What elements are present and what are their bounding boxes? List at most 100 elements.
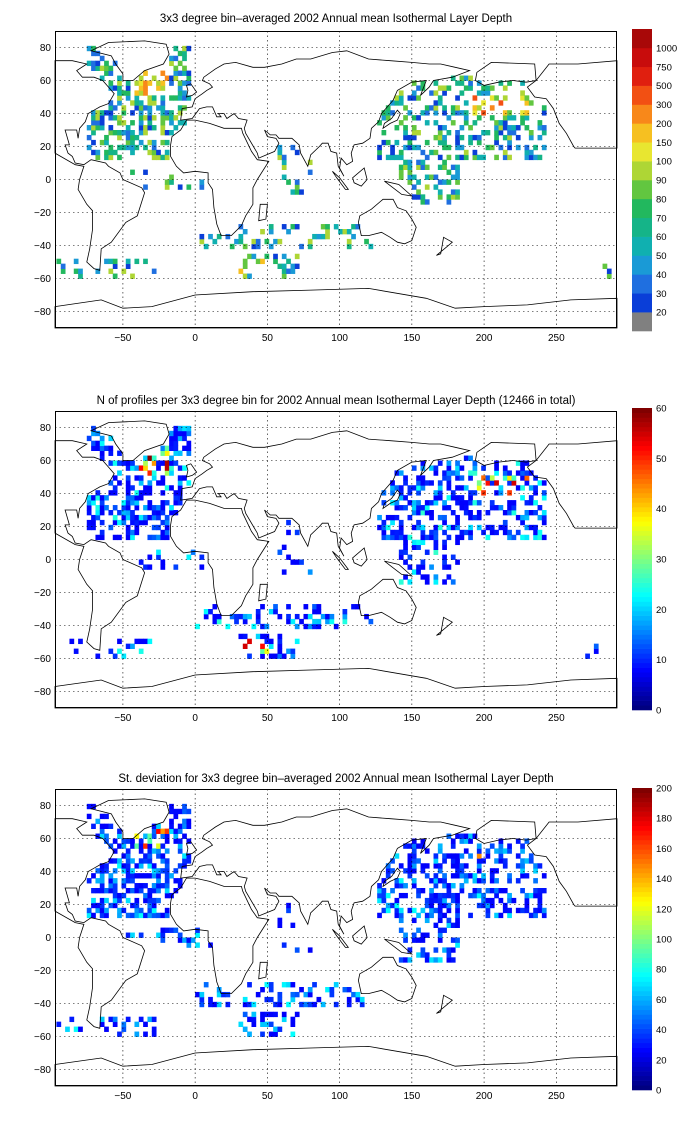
colorbar-swatch: [632, 802, 652, 808]
data-cell: [442, 947, 447, 953]
data-cell: [104, 154, 109, 161]
data-cell: [160, 505, 166, 511]
data-cell: [411, 937, 417, 943]
data-cell: [507, 130, 512, 136]
data-cell: [515, 470, 521, 476]
data-cell: [411, 883, 417, 889]
data-cell: [489, 144, 495, 151]
data-cell: [468, 534, 473, 541]
data-cell: [99, 435, 105, 442]
colorbar-swatch: [632, 920, 652, 926]
data-cell: [524, 534, 530, 541]
data-cell: [95, 268, 101, 274]
data-cell: [390, 858, 395, 864]
data-cell: [173, 95, 179, 101]
data-cell: [108, 105, 114, 111]
colorbar-swatch: [632, 511, 652, 517]
data-cell: [125, 868, 131, 874]
data-cell: [104, 110, 109, 116]
data-cell: [303, 1001, 309, 1008]
data-cell: [455, 105, 460, 111]
data-cell: [455, 907, 460, 914]
data-cell: [286, 519, 291, 526]
data-cell: [151, 828, 157, 834]
data-cell: [455, 174, 460, 180]
data-cell: [481, 154, 486, 161]
data-cell: [455, 858, 460, 864]
data-cell: [416, 927, 421, 933]
data-cell: [138, 638, 144, 645]
data-cell: [173, 888, 179, 894]
data-cell: [160, 445, 166, 451]
data-cell: [86, 45, 92, 52]
data-cell: [533, 154, 538, 161]
data-cell: [247, 273, 252, 279]
data-cell: [524, 838, 530, 844]
data-cell: [398, 878, 404, 884]
data-cell: [164, 139, 170, 146]
data-cell: [303, 613, 309, 620]
colorbar-swatch: [632, 934, 652, 940]
data-cell: [329, 987, 335, 993]
data-cell: [398, 863, 404, 869]
data-cell: [147, 907, 153, 914]
data-cell: [294, 149, 300, 156]
data-cell: [485, 524, 491, 531]
colorbar-swatch: [632, 592, 652, 598]
data-cell: [420, 460, 426, 466]
data-cell: [429, 105, 434, 111]
data-cell: [164, 873, 170, 879]
data-cell: [442, 139, 447, 146]
data-cell: [455, 524, 460, 531]
data-cell: [520, 534, 525, 541]
coastline: [258, 961, 268, 980]
data-cell: [446, 892, 452, 899]
data-cell: [437, 932, 443, 938]
data-cell: [117, 470, 122, 476]
data-cell: [138, 75, 144, 81]
data-cell: [160, 480, 166, 486]
data-cell: [147, 115, 153, 121]
data-cell: [390, 902, 395, 909]
data-cell: [541, 144, 547, 151]
data-cell: [199, 996, 205, 1003]
data-cell: [151, 455, 157, 461]
colorbar-swatch: [632, 1042, 652, 1048]
data-cell: [502, 134, 508, 141]
data-cell: [476, 154, 482, 161]
data-cell: [325, 224, 330, 230]
data-cell: [273, 1026, 278, 1032]
data-cell: [108, 902, 114, 909]
data-cell: [147, 1016, 153, 1023]
data-cell: [403, 164, 408, 170]
data-cell: [489, 500, 495, 506]
data-cell: [507, 907, 512, 914]
data-cell: [541, 495, 547, 501]
coastline: [54, 287, 618, 329]
data-cell: [73, 648, 79, 654]
data-cell: [151, 510, 157, 516]
data-cell: [307, 238, 313, 245]
data-cell: [99, 888, 105, 894]
data-cell: [520, 888, 525, 894]
data-cell: [442, 500, 447, 506]
data-cell: [130, 888, 135, 894]
data-cell: [156, 534, 161, 541]
data-cell: [164, 828, 170, 834]
data-cell: [411, 858, 417, 864]
data-cell: [533, 863, 538, 869]
data-cell: [541, 873, 547, 879]
colorbar-swatch: [632, 66, 652, 86]
data-cell: [390, 100, 395, 106]
data-cell: [455, 868, 460, 874]
data-cell: [130, 510, 135, 516]
data-cell: [507, 80, 512, 86]
data-cell: [411, 843, 417, 849]
data-cell: [277, 648, 283, 654]
data-cell: [147, 149, 153, 156]
data-cell: [99, 912, 105, 919]
data-cell: [420, 485, 426, 491]
data-cell: [528, 892, 534, 899]
data-cell: [225, 623, 231, 630]
data-cell: [151, 95, 157, 101]
